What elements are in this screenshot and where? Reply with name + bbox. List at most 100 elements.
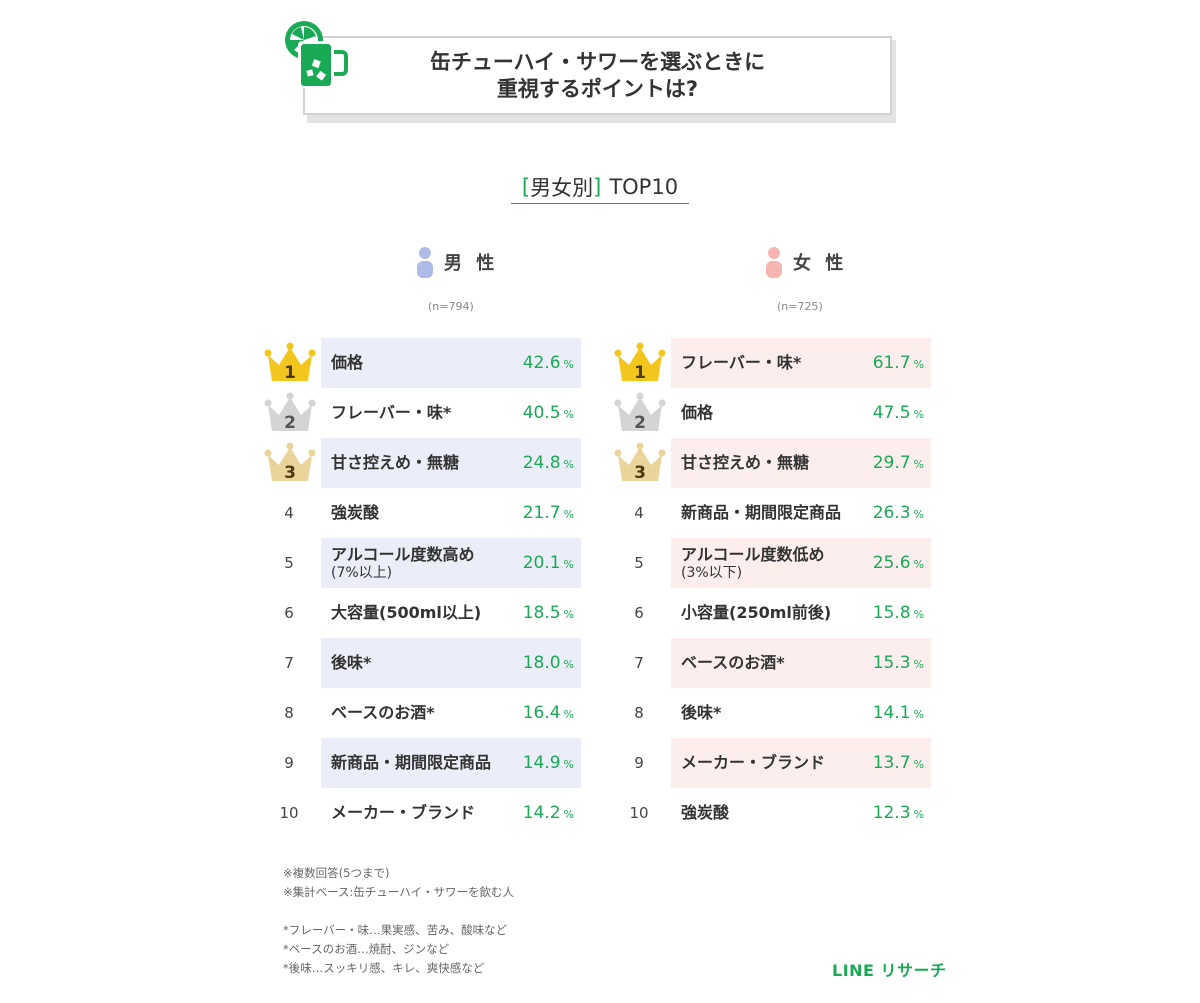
item-label: メーカー・ブランド <box>331 788 521 838</box>
definitions: *フレーバー・味…果実感、苦み、酸味など *ベースのお酒…焼酎、ジンなど *後味… <box>283 921 507 978</box>
value-number: 18.5 <box>522 603 561 623</box>
item-label-main: メーカー・ブランド <box>331 803 476 822</box>
footnote-multiple-answer: ※複数回答(5つまで) <box>283 866 390 880</box>
table-row: 8 後味* 14.1% <box>614 688 934 738</box>
item-label: 新商品・期間限定商品 <box>681 488 871 538</box>
item-label: 価格 <box>331 338 521 388</box>
value-unit: % <box>563 558 574 571</box>
item-label: 新商品・期間限定商品 <box>331 738 521 788</box>
value-unit: % <box>913 608 924 621</box>
value-number: 12.3 <box>872 803 911 823</box>
item-value: 24.8% <box>494 438 574 488</box>
rank-number: 3 <box>284 463 296 483</box>
value-unit: % <box>563 608 574 621</box>
rank-number: 6 <box>284 604 294 622</box>
item-value: 14.2% <box>494 788 574 838</box>
female-header: 女 性 <box>765 244 847 280</box>
item-label-main: 新商品・期間限定商品 <box>681 503 842 522</box>
value-unit: % <box>563 708 574 721</box>
item-value: 16.4% <box>494 688 574 738</box>
rank-number: 4 <box>284 504 294 522</box>
title-box: 缶チューハイ・サワーを選ぶときに 重視するポイントは? <box>303 36 892 115</box>
value-unit: % <box>913 808 924 821</box>
item-label-main: メーカー・ブランド <box>681 753 826 772</box>
subtitle-suffix: TOP10 <box>609 174 679 199</box>
value-number: 29.7 <box>872 453 911 473</box>
row-band <box>321 338 581 388</box>
value-unit: % <box>563 758 574 771</box>
rank-number: 1 <box>634 363 646 383</box>
value-unit: % <box>913 408 924 421</box>
item-label: フレーバー・味* <box>331 388 521 438</box>
item-label-main: 甘さ控えめ・無糖 <box>681 453 810 472</box>
table-row: 10 メーカー・ブランド 14.2% <box>264 788 584 838</box>
row-band <box>671 438 931 488</box>
item-value: 13.7% <box>844 738 924 788</box>
table-row: 5 アルコール度数低め (3%以下) 25.6% <box>614 538 934 588</box>
table-row: 1 価格 42.6% <box>264 338 584 388</box>
item-label: 甘さ控えめ・無糖 <box>681 438 871 488</box>
item-label: 強炭酸 <box>681 788 871 838</box>
item-value: 18.5% <box>494 588 574 638</box>
item-label-main: 新商品・期間限定商品 <box>331 753 492 772</box>
item-value: 26.3% <box>844 488 924 538</box>
rank-number: 10 <box>279 804 299 822</box>
crown-silver-icon: 2 <box>614 392 666 433</box>
item-value: 61.7% <box>844 338 924 388</box>
value-number: 47.5 <box>872 403 911 423</box>
rank-number: 2 <box>634 413 646 433</box>
brand-logo: LINE リサーチ <box>832 961 947 980</box>
crown-silver-icon: 2 <box>264 392 316 433</box>
crown-gold-icon: 1 <box>614 342 666 383</box>
value-unit: % <box>913 658 924 671</box>
value-number: 16.4 <box>522 703 561 723</box>
item-value: 20.1% <box>494 538 574 588</box>
table-row: 4 新商品・期間限定商品 26.3% <box>614 488 934 538</box>
value-unit: % <box>563 358 574 371</box>
crown-gold-icon: 1 <box>264 342 316 383</box>
subtitle-bracket-close: ] <box>593 174 602 199</box>
footnotes: ※複数回答(5つまで) ※集計ベース:缶チューハイ・サワーを飲む人 <box>283 864 514 902</box>
item-value: 15.3% <box>844 638 924 688</box>
item-value: 47.5% <box>844 388 924 438</box>
rank-number: 5 <box>284 554 294 572</box>
value-unit: % <box>563 808 574 821</box>
value-unit: % <box>563 508 574 521</box>
rank-number: 7 <box>634 654 644 672</box>
crown-bronze-icon: 3 <box>614 442 666 483</box>
table-row: 4 強炭酸 21.7% <box>264 488 584 538</box>
row-band <box>671 538 931 588</box>
rank-number: 5 <box>634 554 644 572</box>
row-band <box>671 738 931 788</box>
value-number: 18.0 <box>522 653 561 673</box>
definition-aftertaste: *後味…スッキリ感、キレ、爽快感など <box>283 961 485 975</box>
table-row: 5 アルコール度数高め (7%以上) 20.1% <box>264 538 584 588</box>
crown-bronze-icon: 3 <box>264 442 316 483</box>
male-header: 男 性 <box>416 244 498 280</box>
item-label: フレーバー・味* <box>681 338 871 388</box>
rank-number: 8 <box>634 704 644 722</box>
item-label-main: 甘さ控えめ・無糖 <box>331 453 460 472</box>
rank-number: 8 <box>284 704 294 722</box>
item-label: アルコール度数高め (7%以上) <box>331 538 521 588</box>
item-value: 42.6% <box>494 338 574 388</box>
item-label: 後味* <box>331 638 521 688</box>
value-unit: % <box>563 658 574 671</box>
rank-number: 1 <box>284 363 296 383</box>
table-row: 3 甘さ控えめ・無糖 24.8% <box>264 438 584 488</box>
item-label: 強炭酸 <box>331 488 521 538</box>
item-label: 甘さ控えめ・無糖 <box>331 438 521 488</box>
table-row: 8 ベースのお酒* 16.4% <box>264 688 584 738</box>
definition-flavor: *フレーバー・味…果実感、苦み、酸味など <box>283 923 508 937</box>
drink-icon <box>285 21 348 88</box>
rank-number: 6 <box>634 604 644 622</box>
value-unit: % <box>913 508 924 521</box>
item-value: 12.3% <box>844 788 924 838</box>
definition-base-liquor: *ベースのお酒…焼酎、ジンなど <box>283 942 450 956</box>
item-label: 大容量(500ml以上) <box>331 588 521 638</box>
footnote-base: ※集計ベース:缶チューハイ・サワーを飲む人 <box>283 885 514 899</box>
table-row: 9 新商品・期間限定商品 14.9% <box>264 738 584 788</box>
value-number: 24.8 <box>522 453 561 473</box>
item-label-main: フレーバー・味* <box>681 353 802 372</box>
row-band <box>321 538 581 588</box>
